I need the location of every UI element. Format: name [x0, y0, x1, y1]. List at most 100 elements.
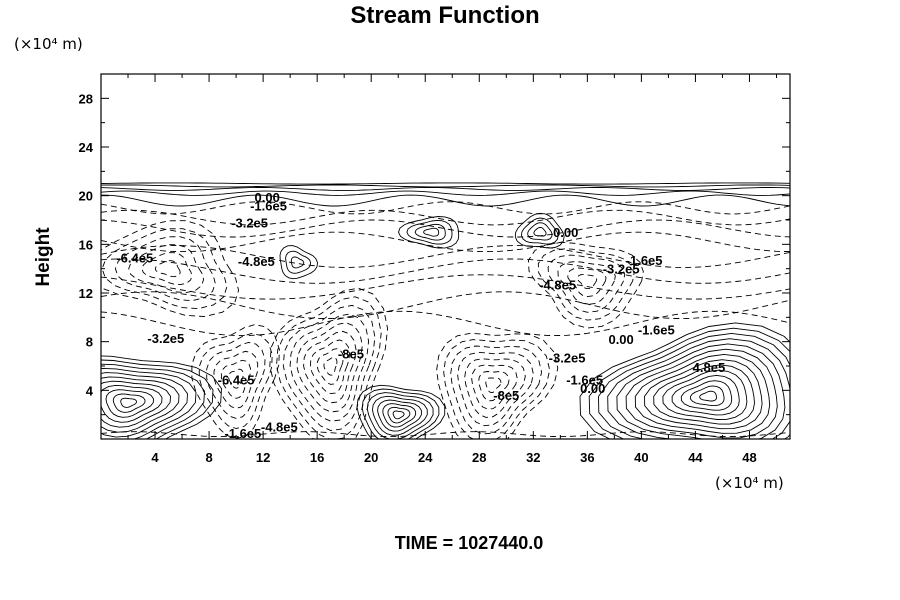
contour-label: -6.4e5 — [116, 251, 153, 266]
positive-contour — [392, 410, 405, 420]
positive-contour — [398, 216, 460, 249]
positive-contour — [356, 384, 446, 439]
negative-contour — [457, 351, 534, 427]
positive-contour — [653, 364, 755, 425]
positive-contour — [533, 226, 547, 237]
negative-contour — [114, 236, 216, 302]
positive-contour — [101, 380, 171, 428]
contour-label: -3.2e5 — [549, 350, 586, 365]
contour-label: -4.8e5 — [238, 254, 275, 269]
positive-contour — [699, 390, 717, 402]
negative-contour — [282, 304, 376, 431]
contour-label: -1.6e5 — [626, 253, 663, 268]
positive-contour — [527, 222, 553, 241]
negative-contour — [303, 330, 357, 404]
x-tick-label: 28 — [472, 450, 486, 465]
y-tick-label: 4 — [86, 383, 94, 398]
x-tick-label: 8 — [205, 450, 212, 465]
positive-contour — [105, 389, 154, 418]
y-axis-label: Height — [33, 227, 54, 287]
positive-streamline — [101, 194, 790, 207]
contour-label: -8e5 — [338, 347, 364, 362]
positive-contour — [101, 355, 222, 439]
negative-contour — [443, 339, 551, 439]
negative-contour — [557, 261, 616, 305]
negative-contour — [101, 220, 240, 318]
x-tick-label: 32 — [526, 450, 540, 465]
positive-contour — [101, 363, 205, 439]
negative-contour — [206, 342, 266, 419]
y-tick-label: 8 — [86, 335, 93, 350]
contour-label: -1.6e5 — [250, 198, 287, 213]
x-tick-label: 48 — [742, 450, 756, 465]
x-tick-label: 36 — [580, 450, 594, 465]
x-tick-label: 4 — [151, 450, 159, 465]
positive-contour — [285, 250, 312, 274]
negative-contour — [450, 345, 543, 435]
negative-contour — [220, 359, 251, 399]
negative-contour — [464, 358, 526, 418]
negative-contour — [485, 377, 502, 393]
y-tick-label: 12 — [79, 286, 93, 301]
contour-label: -1.6e5 — [224, 426, 261, 441]
y-tick-label: 16 — [79, 237, 93, 252]
positive-contour — [598, 332, 790, 439]
contour-label: -8e5 — [493, 388, 519, 403]
negative-contour — [191, 324, 280, 439]
positive-contour — [671, 374, 740, 416]
negative-contour — [128, 244, 205, 294]
negative-contour — [316, 348, 344, 385]
contour-label: 0.00 — [608, 332, 633, 347]
positive-contour — [120, 397, 137, 408]
positive-contour — [690, 385, 725, 407]
negative-contour — [198, 333, 273, 429]
contour-label: -6.4e5 — [218, 372, 255, 387]
x-axis-units: (×10⁴ m) — [715, 474, 784, 492]
positive-contour — [366, 392, 434, 439]
positive-contour — [406, 219, 453, 245]
negative-streamline — [101, 291, 790, 319]
positive-contour — [423, 227, 440, 237]
positive-contour — [521, 217, 559, 245]
positive-streamline — [101, 190, 790, 196]
positive-contour — [644, 359, 763, 430]
positive-contour — [101, 372, 188, 438]
positive-contour — [112, 393, 146, 413]
positive-streamline — [101, 187, 790, 191]
positive-contour — [616, 343, 786, 439]
negative-streamline — [101, 310, 790, 337]
negative-contour — [478, 371, 510, 402]
negative-contour — [471, 364, 518, 410]
y-tick-label: 20 — [79, 189, 93, 204]
contour-label: -4.8e5 — [539, 277, 576, 292]
chart-title: Stream Function — [350, 2, 539, 29]
positive-contour — [382, 403, 417, 428]
x-tick-label: 12 — [256, 450, 270, 465]
negative-streamline — [101, 201, 790, 215]
plot-frame — [100, 73, 791, 440]
positive-streamline — [101, 182, 790, 185]
positive-contour — [101, 367, 197, 439]
positive-contour — [101, 359, 214, 439]
positive-contour — [101, 376, 180, 433]
contour-label: 0.00 — [255, 190, 280, 205]
y-axis-units: (×10⁴ m) — [14, 35, 83, 53]
top-layer-lines — [101, 182, 790, 438]
negative-streamline — [101, 245, 790, 268]
positive-contour — [588, 327, 790, 439]
x-tick-label: 16 — [310, 450, 324, 465]
positive-contour — [607, 338, 790, 439]
time-label: TIME = 1027440.0 — [395, 533, 544, 553]
negative-contour — [141, 252, 193, 286]
positive-contour — [579, 322, 790, 439]
y-tick-label: 28 — [79, 91, 93, 106]
x-tick-label: 44 — [688, 450, 703, 465]
positive-contour — [377, 399, 422, 432]
x-axis-ticks: 4 8 12 16 20 24 28 32 36 40 44 48 — [127, 74, 777, 465]
contour-label: 0.00 — [553, 225, 578, 240]
contour-label: -1.6e5 — [566, 372, 603, 387]
negative-contour — [213, 350, 259, 409]
y-tick-label: 24 — [79, 140, 94, 155]
negative-streamline — [101, 231, 790, 253]
